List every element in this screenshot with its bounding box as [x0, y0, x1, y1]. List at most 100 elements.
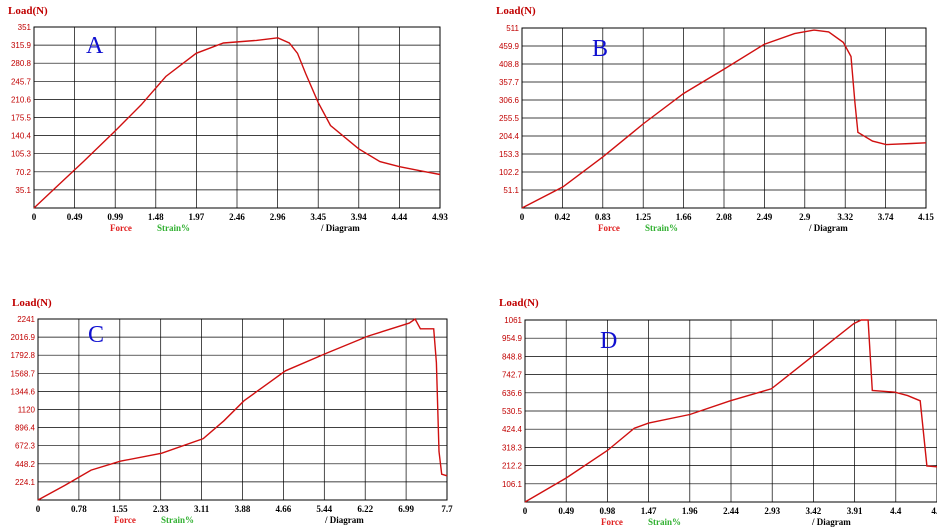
y-tick-label: 318.3	[502, 443, 523, 452]
x-tick-label: 2.9	[799, 212, 811, 222]
x-tick-label: 2.46	[229, 212, 245, 222]
y-axis-label: Load(N)	[496, 5, 536, 17]
y-tick-label: 35.1	[15, 186, 31, 195]
x-tick-label: 7.7	[441, 504, 453, 514]
x-tick-label: 0.78	[71, 504, 87, 514]
legend-force: Force	[598, 223, 620, 233]
legend-force: Force	[601, 517, 623, 527]
y-tick-label: 1792.8	[11, 351, 36, 360]
force-curve	[33, 37, 441, 209]
y-tick-label: 954.9	[502, 334, 523, 343]
y-tick-label: 212.2	[502, 462, 523, 471]
y-tick-label: 896.4	[15, 424, 36, 433]
y-tick-label: 408.8	[499, 60, 520, 69]
x-tick-label: 0.42	[555, 212, 571, 222]
x-tick-label: 3.91	[847, 506, 863, 516]
x-tick-label: 3.88	[235, 504, 251, 514]
x-tick-label: 1.55	[112, 504, 128, 514]
y-tick-label: 357.7	[499, 78, 520, 87]
x-axis-label: / Diagram	[808, 223, 848, 233]
y-tick-label: 530.5	[502, 407, 523, 416]
y-tick-label: 70.2	[15, 168, 31, 177]
x-tick-label: 1.96	[682, 506, 698, 516]
x-tick-label: 4.4	[890, 506, 902, 516]
y-tick-label: 848.8	[502, 352, 523, 361]
y-tick-label: 448.2	[15, 460, 36, 469]
plot-frame	[521, 27, 927, 209]
x-tick-label: 3.74	[878, 212, 894, 222]
force-curve	[521, 29, 927, 209]
x-tick-label: 3.45	[310, 212, 326, 222]
x-tick-label: 5.44	[316, 504, 332, 514]
y-tick-label: 1568.7	[11, 369, 36, 378]
y-tick-label: 1120	[18, 406, 36, 415]
x-tick-label: 0	[32, 212, 37, 222]
x-tick-label: 2.49	[757, 212, 773, 222]
x-tick-label: 3.94	[351, 212, 367, 222]
x-tick-label: 3.42	[806, 506, 822, 516]
chart-panel-d: 1061 954.9 848.8 742.7 636.6 530.5 424.4 318.3 2…	[499, 297, 937, 527]
plot-frame	[33, 26, 441, 209]
x-tick-label: 1.66	[676, 212, 692, 222]
x-axis-label: / Diagram	[320, 223, 360, 233]
legend-strain: Strain%	[648, 517, 681, 527]
plot-frame	[524, 319, 937, 503]
x-tick-label: 1.48	[148, 212, 164, 222]
plot-frame	[37, 318, 448, 501]
x-tick-label: 4.93	[432, 212, 448, 222]
y-tick-label: 742.7	[502, 371, 523, 380]
x-tick-label: 0	[523, 506, 528, 516]
y-tick-label: 306.6	[499, 96, 520, 105]
legend-strain: Strain%	[161, 515, 194, 525]
y-tick-label: 424.4	[502, 425, 523, 434]
x-tick-label: 4.15	[918, 212, 934, 222]
legend-force: Force	[110, 223, 132, 233]
y-tick-label: 102.2	[499, 168, 520, 177]
x-tick-label: 0.49	[67, 212, 83, 222]
y-tick-label: 255.5	[499, 114, 520, 123]
x-tick-label: 0.49	[558, 506, 574, 516]
y-tick-label: 51.1	[503, 186, 519, 195]
force-curve	[37, 317, 448, 501]
y-axis-label: Load(N)	[12, 297, 52, 309]
x-axis-label: / Diagram	[811, 517, 851, 527]
legend-strain: Strain%	[157, 223, 190, 233]
x-tick-label: 2.96	[270, 212, 286, 222]
legend-strain: Strain%	[645, 223, 678, 233]
y-axis-label: Load(N)	[8, 5, 48, 17]
panel-letter: A	[86, 33, 104, 59]
legend-force: Force	[114, 515, 136, 525]
y-tick-label: 351	[18, 23, 32, 32]
y-tick-label: 175.5	[11, 114, 32, 123]
y-tick-label: 106.1	[502, 480, 523, 489]
panel-letter: B	[592, 36, 608, 62]
panel-letter: C	[88, 322, 104, 348]
x-tick-label: 4.9	[931, 506, 937, 516]
x-tick-label: 0	[520, 212, 525, 222]
x-tick-label: 0.99	[107, 212, 123, 222]
panel-letter: D	[600, 328, 617, 354]
x-tick-label: 2.44	[723, 506, 739, 516]
y-tick-label: 2241	[17, 315, 35, 324]
x-tick-label: 4.44	[392, 212, 408, 222]
force-curve	[524, 319, 937, 503]
x-tick-label: 2.08	[716, 212, 732, 222]
chart-panel-c: 2241 2016.9 1792.8 1568.7 1344.6 1120 896.4 672…	[11, 297, 454, 525]
y-tick-label: 224.1	[15, 478, 36, 487]
y-tick-label: 140.4	[11, 132, 32, 141]
x-tick-label: 1.25	[635, 212, 651, 222]
x-tick-label: 6.22	[357, 504, 373, 514]
x-tick-label: 1.47	[641, 506, 657, 516]
x-tick-label: 0.98	[600, 506, 616, 516]
y-tick-label: 280.8	[11, 59, 32, 68]
y-tick-label: 1344.6	[11, 387, 36, 396]
y-tick-label: 459.9	[499, 42, 520, 51]
x-tick-label: 2.33	[153, 504, 169, 514]
x-tick-label: 0	[36, 504, 41, 514]
y-tick-label: 210.6	[11, 95, 32, 104]
y-tick-label: 636.6	[502, 389, 523, 398]
x-tick-label: 3.32	[837, 212, 853, 222]
x-tick-label: 3.11	[194, 504, 210, 514]
x-tick-label: 0.83	[595, 212, 611, 222]
